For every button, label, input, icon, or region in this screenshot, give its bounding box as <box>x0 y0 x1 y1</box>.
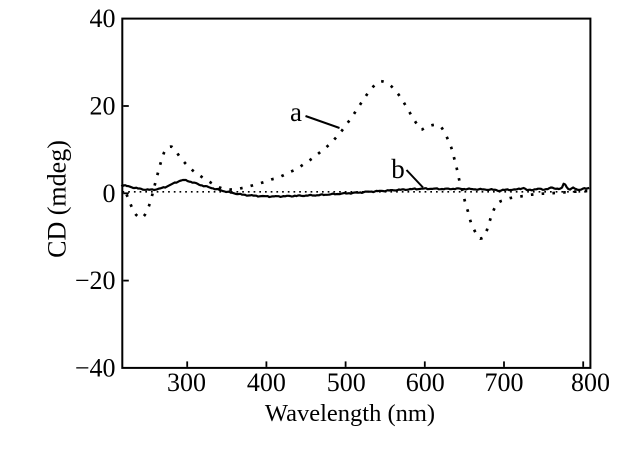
svg-text:800: 800 <box>571 368 610 397</box>
svg-text:−20: −20 <box>75 266 116 295</box>
svg-text:CD (mdeg): CD (mdeg) <box>43 140 72 258</box>
svg-text:700: 700 <box>485 368 524 397</box>
svg-text:40: 40 <box>90 4 116 33</box>
svg-text:20: 20 <box>90 92 116 121</box>
svg-text:500: 500 <box>327 368 366 397</box>
svg-text:600: 600 <box>406 368 445 397</box>
svg-text:400: 400 <box>247 368 286 397</box>
svg-text:0: 0 <box>103 179 116 208</box>
svg-text:a: a <box>290 97 302 127</box>
svg-text:Wavelength (nm): Wavelength (nm) <box>265 400 435 427</box>
svg-text:b: b <box>391 154 405 184</box>
svg-text:300: 300 <box>167 368 206 397</box>
svg-text:−40: −40 <box>75 354 116 383</box>
